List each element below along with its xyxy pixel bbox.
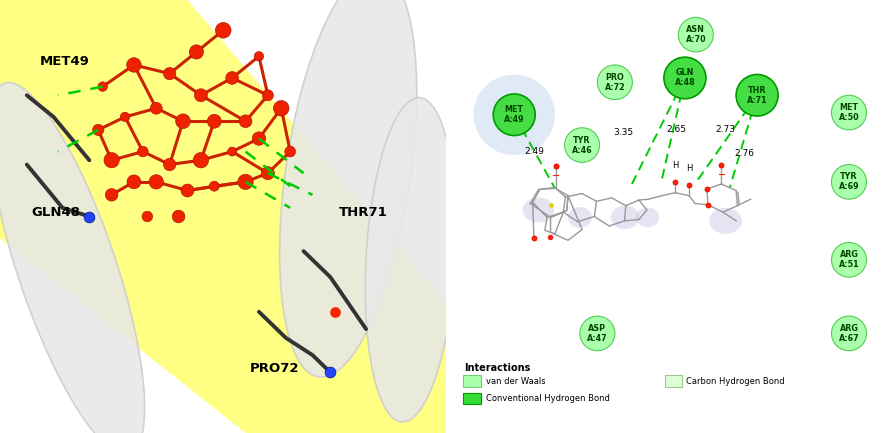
- Circle shape: [832, 165, 866, 199]
- Point: [549, 162, 563, 169]
- Text: H: H: [672, 161, 678, 170]
- Point: [252, 53, 266, 60]
- Point: [141, 213, 155, 220]
- Ellipse shape: [365, 97, 456, 422]
- Circle shape: [832, 95, 866, 130]
- Point: [207, 183, 221, 190]
- Text: ASN
A:70: ASN A:70: [685, 25, 706, 44]
- Point: [194, 157, 208, 164]
- Point: [324, 369, 338, 376]
- Point: [180, 187, 194, 194]
- Point: [127, 61, 141, 68]
- Point: [163, 161, 177, 168]
- Circle shape: [598, 65, 632, 100]
- Text: MET
A:49: MET A:49: [504, 105, 524, 124]
- Point: [171, 213, 186, 220]
- Circle shape: [580, 316, 615, 351]
- Text: van der Waals: van der Waals: [486, 377, 545, 385]
- Text: 2.49: 2.49: [524, 147, 544, 156]
- Text: PRO
A:72: PRO A:72: [605, 73, 625, 92]
- Text: Conventional Hydrogen Bond: Conventional Hydrogen Bond: [486, 394, 610, 403]
- Point: [104, 157, 118, 164]
- Point: [261, 170, 275, 177]
- Text: Interactions: Interactions: [464, 363, 530, 373]
- Text: Carbon Hydrogen Bond: Carbon Hydrogen Bond: [686, 377, 785, 385]
- Text: THR71: THR71: [339, 207, 388, 220]
- Text: THR
A:71: THR A:71: [747, 86, 767, 105]
- Circle shape: [832, 316, 866, 351]
- Point: [118, 113, 132, 120]
- FancyBboxPatch shape: [665, 375, 682, 387]
- Text: TYR
A:69: TYR A:69: [839, 172, 859, 191]
- Point: [194, 92, 208, 99]
- Point: [104, 191, 118, 198]
- Circle shape: [565, 128, 599, 162]
- Circle shape: [736, 74, 778, 116]
- Point: [527, 235, 541, 242]
- Point: [149, 105, 164, 112]
- Point: [543, 233, 557, 240]
- Ellipse shape: [709, 208, 742, 234]
- Point: [91, 126, 105, 133]
- Text: 2.65: 2.65: [667, 126, 686, 134]
- Text: TYR
A:46: TYR A:46: [572, 136, 592, 155]
- Point: [225, 74, 240, 81]
- Text: H: H: [686, 164, 692, 173]
- Point: [163, 70, 177, 77]
- Ellipse shape: [0, 83, 145, 433]
- Ellipse shape: [636, 207, 659, 227]
- Text: 2.76: 2.76: [734, 149, 754, 158]
- Point: [239, 178, 253, 185]
- Point: [176, 118, 190, 125]
- Text: GLN
A:48: GLN A:48: [674, 68, 696, 87]
- Point: [225, 148, 240, 155]
- Ellipse shape: [522, 197, 554, 223]
- Point: [82, 213, 96, 220]
- Ellipse shape: [611, 206, 639, 229]
- Point: [283, 148, 297, 155]
- FancyBboxPatch shape: [463, 393, 481, 404]
- Point: [682, 181, 697, 188]
- Ellipse shape: [568, 207, 592, 228]
- Circle shape: [493, 94, 535, 136]
- Text: GLN48: GLN48: [31, 207, 80, 220]
- Point: [252, 135, 266, 142]
- Point: [149, 178, 164, 185]
- Point: [714, 162, 728, 168]
- Circle shape: [664, 57, 706, 99]
- Point: [217, 27, 231, 34]
- Point: [668, 178, 682, 185]
- Circle shape: [832, 242, 866, 277]
- Point: [239, 118, 253, 125]
- Point: [700, 186, 714, 193]
- Point: [261, 92, 275, 99]
- Point: [127, 178, 141, 185]
- Text: MET
A:50: MET A:50: [839, 103, 859, 122]
- Point: [189, 48, 203, 55]
- Circle shape: [678, 17, 713, 52]
- Point: [274, 105, 288, 112]
- Point: [545, 201, 559, 208]
- Point: [701, 201, 715, 208]
- Text: MET49: MET49: [40, 55, 90, 68]
- Text: ARG
A:51: ARG A:51: [839, 250, 859, 269]
- FancyBboxPatch shape: [463, 375, 481, 387]
- Text: ARG
A:67: ARG A:67: [839, 324, 859, 343]
- Point: [95, 83, 110, 90]
- Point: [328, 308, 342, 315]
- Polygon shape: [0, 0, 446, 433]
- Text: PRO72: PRO72: [250, 362, 300, 375]
- Point: [136, 148, 150, 155]
- Point: [207, 118, 221, 125]
- Text: 3.35: 3.35: [613, 128, 634, 136]
- Text: 2.73: 2.73: [715, 126, 735, 134]
- Ellipse shape: [279, 0, 416, 377]
- Text: ASP
A:47: ASP A:47: [587, 324, 607, 343]
- Circle shape: [474, 74, 555, 155]
